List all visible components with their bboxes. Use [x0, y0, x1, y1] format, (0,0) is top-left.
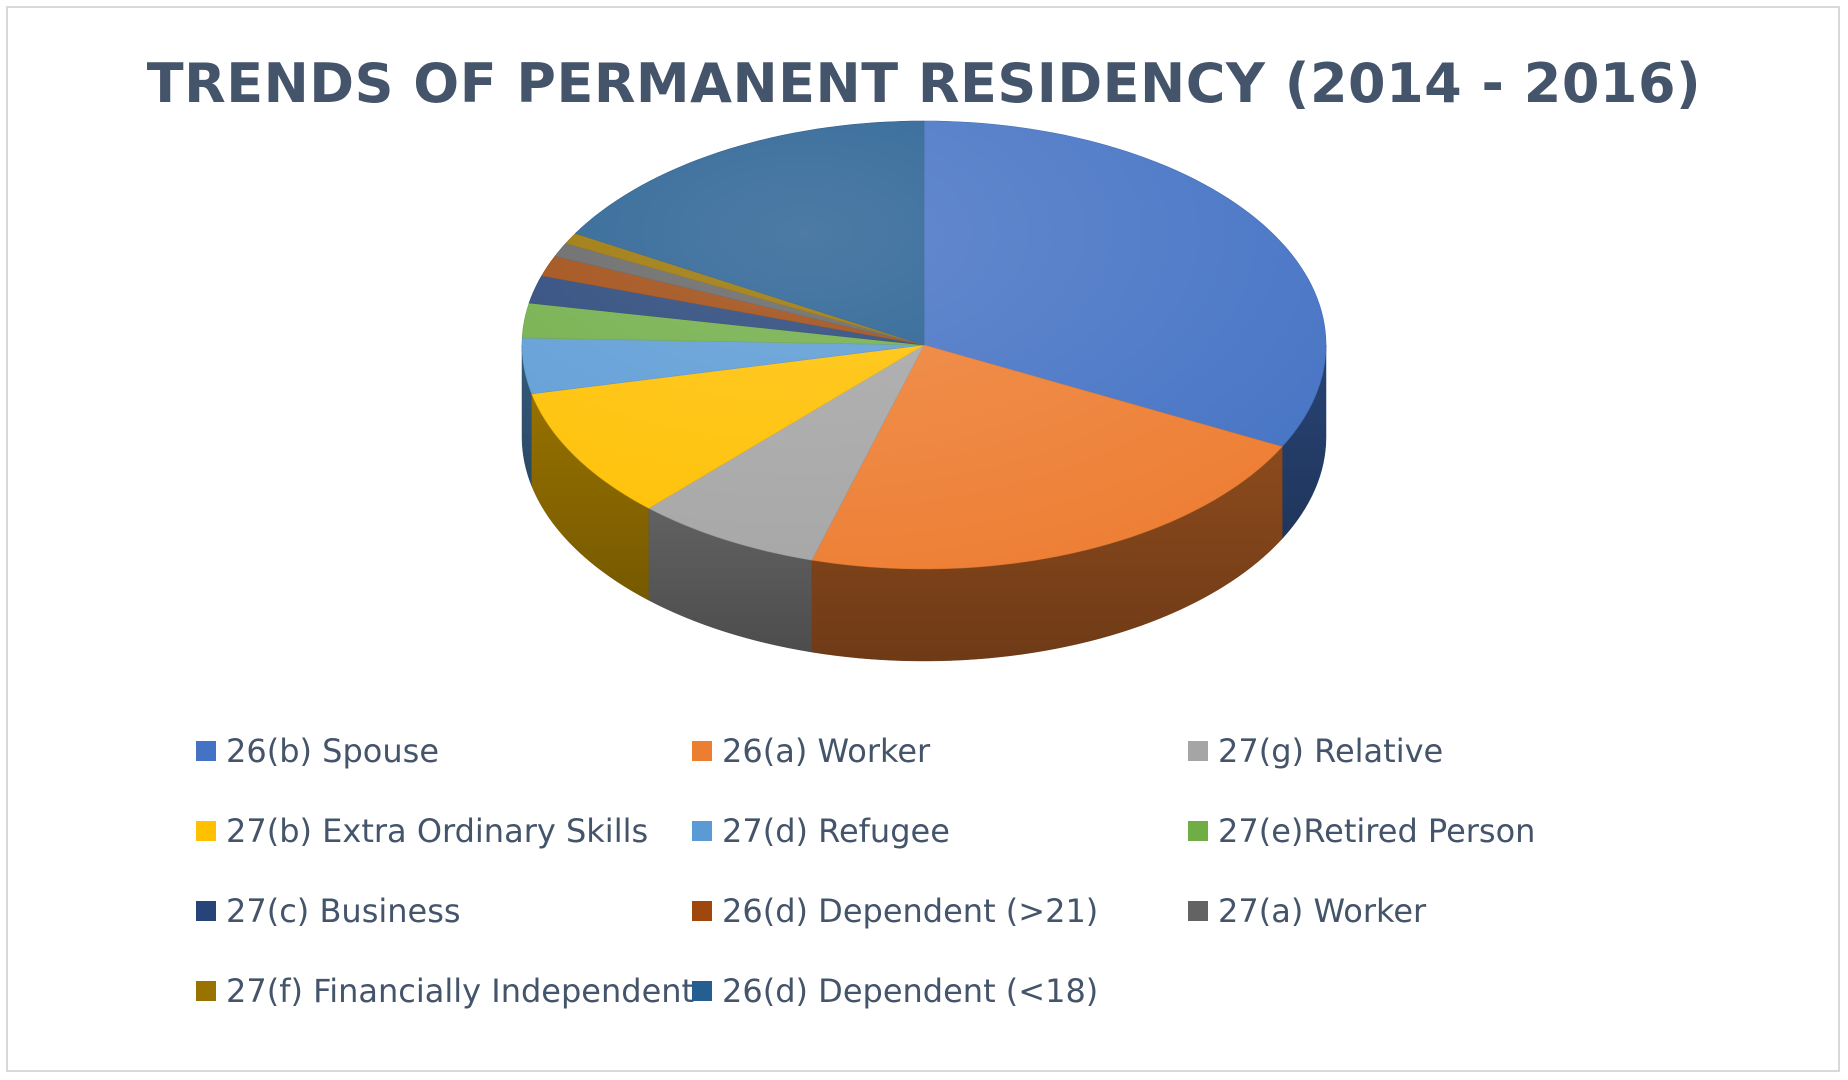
pie-top-shine	[522, 121, 1326, 569]
pie-tops	[521, 120, 1327, 570]
chart-title: TRENDS OF PERMANENT RESIDENCY (2014 - 20…	[146, 52, 1702, 115]
pie-side-shading-27-b-extra-ordinary-skills	[531, 393, 649, 601]
pie-side-shading-26-a-worker	[811, 446, 1283, 661]
pie-side-shading-27-g-relative	[648, 508, 812, 653]
pie-side-shading-27-d-refugee	[522, 345, 532, 486]
pie-side-shading-26-b-spouse	[1282, 345, 1326, 539]
pie-sides	[521, 344, 1327, 662]
